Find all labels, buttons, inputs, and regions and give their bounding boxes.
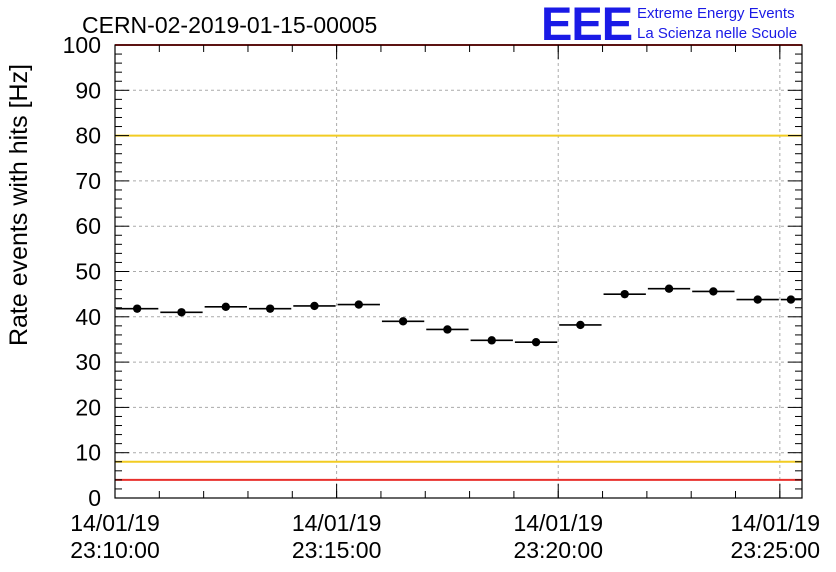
y-tick-label: 30	[75, 349, 101, 375]
data-point	[293, 301, 336, 311]
data-point	[204, 302, 247, 312]
data-point	[426, 325, 469, 334]
point-marker	[132, 304, 142, 313]
point-marker	[620, 289, 629, 299]
point-marker	[221, 302, 231, 312]
x-tick-time-label: 23:15:00	[292, 537, 382, 563]
data-point	[780, 295, 801, 304]
eee-logo-letters: EEE	[541, 0, 632, 50]
data-point	[160, 308, 203, 317]
y-tick-label: 10	[75, 440, 101, 466]
x-axis-ticks: 14/01/1923:10:0014/01/1923:15:0014/01/19…	[70, 45, 820, 563]
limit-lines	[115, 44, 802, 481]
chart-title: CERN-02-2019-01-15-00005	[82, 12, 377, 38]
y-tick-label: 0	[88, 485, 101, 511]
y-tick-label: 60	[75, 213, 101, 239]
point-marker	[177, 308, 186, 317]
y-axis-ticks: 0 10 20 30 40 50 60 70 80 90 100	[63, 32, 802, 511]
point-marker	[310, 301, 319, 311]
data-point	[248, 304, 292, 313]
data-point	[647, 284, 691, 293]
point-marker	[398, 317, 408, 326]
y-tick-label: 40	[75, 304, 101, 330]
point-marker	[487, 336, 496, 345]
x-tick-time-label: 23:10:00	[70, 537, 160, 563]
grid-lines	[114, 45, 802, 498]
data-points	[116, 284, 801, 347]
y-tick-label: 90	[75, 77, 101, 103]
point-marker	[443, 325, 452, 334]
eee-logo: EEE Extreme Energy Events La Scienza nel…	[541, 0, 797, 50]
data-point	[337, 300, 380, 309]
y-axis-label: Rate events with hits [Hz]	[5, 64, 33, 346]
data-point	[603, 289, 646, 299]
x-tick-date-label: 14/01/19	[292, 510, 382, 536]
logo-subtitle-line1: Extreme Energy Events	[637, 5, 795, 22]
data-point	[692, 287, 735, 296]
y-tick-label: 20	[75, 394, 101, 420]
data-point	[116, 304, 159, 313]
x-tick-time-label: 23:25:00	[730, 537, 820, 563]
data-point	[559, 320, 602, 330]
y-tick-label: 80	[75, 123, 101, 149]
y-tick-label: 100	[63, 32, 101, 58]
x-tick-date-label: 14/01/19	[730, 510, 820, 536]
point-marker	[531, 337, 541, 347]
data-point	[736, 295, 779, 304]
point-marker	[664, 284, 674, 293]
point-marker	[709, 287, 718, 296]
data-point	[381, 317, 425, 326]
point-marker	[576, 320, 585, 330]
x-tick-date-label: 14/01/19	[513, 510, 603, 536]
x-tick-date-label: 14/01/19	[70, 510, 160, 536]
point-marker	[265, 304, 275, 313]
data-point	[470, 336, 513, 345]
y-tick-label: 50	[75, 259, 101, 285]
point-marker	[753, 295, 762, 304]
logo-subtitle-line2: La Scienza nelle Scuole	[637, 25, 797, 42]
data-point	[514, 337, 558, 347]
point-marker	[786, 295, 796, 304]
x-tick-time-label: 23:20:00	[513, 537, 603, 563]
y-tick-label: 70	[75, 168, 101, 194]
point-marker	[354, 300, 363, 309]
